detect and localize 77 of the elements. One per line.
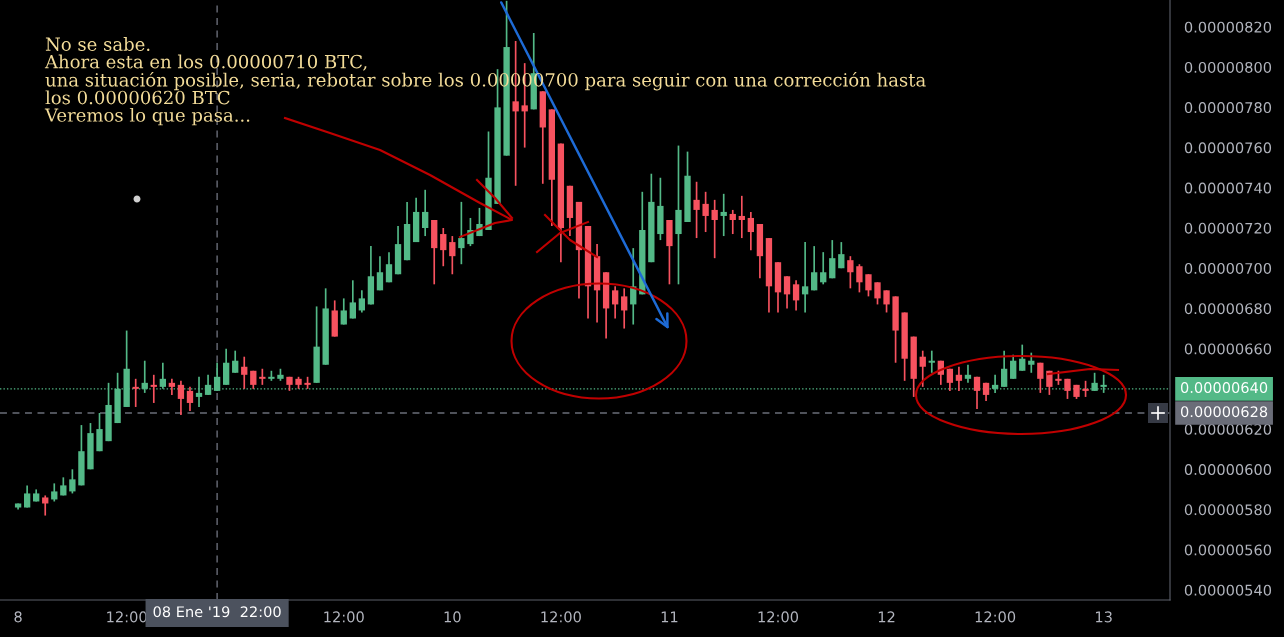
candlestick bbox=[820, 251, 827, 286]
y-tick-label: 0.00000680 bbox=[1184, 303, 1272, 315]
candlestick bbox=[883, 289, 890, 314]
candlestick bbox=[711, 199, 718, 260]
y-tick-label: 0.00000540 bbox=[1184, 584, 1272, 596]
candlestick bbox=[955, 365, 963, 392]
candlestick bbox=[729, 209, 736, 235]
y-tick-label: 0.00000620 bbox=[1184, 423, 1272, 435]
candlestick bbox=[928, 349, 935, 374]
candlestick bbox=[23, 484, 31, 509]
candlestick bbox=[783, 275, 791, 310]
x-tick-label: 12 bbox=[878, 611, 895, 623]
ref-line-label: 0.00000628 bbox=[1180, 406, 1268, 418]
candlestick bbox=[611, 285, 619, 320]
candlestick bbox=[69, 468, 76, 495]
y-tick-label: 0.00000780 bbox=[1184, 102, 1272, 114]
candlestick bbox=[177, 379, 185, 416]
candlestick bbox=[874, 281, 881, 306]
candlestick bbox=[973, 375, 981, 410]
ref-line-label: 0.00000640 bbox=[1180, 382, 1268, 394]
x-tick-label: 8 bbox=[14, 611, 22, 623]
candlestick bbox=[847, 255, 854, 290]
y-tick-label: 0.00000560 bbox=[1184, 544, 1272, 556]
x-tick-label: 11 bbox=[661, 611, 678, 623]
candlestick bbox=[792, 279, 800, 312]
candlestick bbox=[241, 355, 248, 390]
candlestick bbox=[865, 273, 872, 298]
y-tick-label: 0.00000820 bbox=[1184, 21, 1272, 33]
candlestick bbox=[702, 190, 709, 233]
x-tick-label: 12:00 bbox=[107, 611, 147, 623]
candlestick bbox=[232, 349, 239, 374]
candlestick bbox=[349, 279, 356, 320]
candlestick bbox=[919, 349, 926, 388]
candlestick bbox=[42, 494, 49, 517]
y-tick-label: 0.00000580 bbox=[1184, 504, 1272, 516]
candlestick bbox=[811, 245, 818, 292]
candlestick bbox=[1028, 351, 1035, 374]
y-tick-label: 0.00000600 bbox=[1184, 464, 1272, 476]
candlestick bbox=[738, 195, 745, 239]
candlestick bbox=[838, 241, 845, 270]
candlestick bbox=[440, 227, 447, 268]
y-tick-label: 0.00000760 bbox=[1184, 142, 1272, 154]
candlestick bbox=[856, 263, 863, 294]
candlestick bbox=[376, 255, 384, 292]
y-tick-label: 0.00000700 bbox=[1184, 262, 1272, 274]
candlestick bbox=[829, 239, 836, 280]
candlestick bbox=[621, 287, 628, 330]
x-tick-label: 13 bbox=[1095, 611, 1112, 623]
candlestick bbox=[1037, 361, 1044, 394]
candlestick bbox=[422, 188, 429, 237]
candlestick bbox=[801, 241, 809, 314]
ref-line-label: 08 Ene '19 22:00 bbox=[153, 606, 281, 618]
x-tick-label: 10 bbox=[444, 611, 461, 623]
candlestick bbox=[51, 482, 58, 503]
y-tick-label: 0.00000720 bbox=[1184, 222, 1272, 234]
candlestick bbox=[340, 297, 347, 326]
y-tick-label: 0.00000800 bbox=[1184, 61, 1272, 73]
candlestick bbox=[693, 180, 700, 239]
candlestick bbox=[96, 412, 103, 453]
candlestick bbox=[458, 201, 465, 266]
candlestick bbox=[1019, 343, 1026, 372]
candlestick bbox=[720, 192, 727, 237]
x-tick-label: 12:00 bbox=[324, 611, 364, 623]
candlestick bbox=[385, 251, 393, 284]
candlestick bbox=[132, 377, 139, 408]
candlestick bbox=[222, 347, 230, 386]
candlestick bbox=[747, 211, 755, 251]
candlestick bbox=[964, 363, 972, 384]
candlestick bbox=[449, 235, 456, 276]
y-tick-label: 0.00000660 bbox=[1184, 343, 1272, 355]
candlestick bbox=[358, 289, 366, 314]
x-tick-label: 12:00 bbox=[758, 611, 799, 623]
candlestick bbox=[150, 373, 157, 404]
candlestick bbox=[186, 386, 194, 412]
x-tick-label: 12:00 bbox=[541, 611, 581, 623]
y-tick-label: 0.00000740 bbox=[1184, 182, 1272, 194]
x-tick-label: 12:00 bbox=[975, 611, 1016, 623]
